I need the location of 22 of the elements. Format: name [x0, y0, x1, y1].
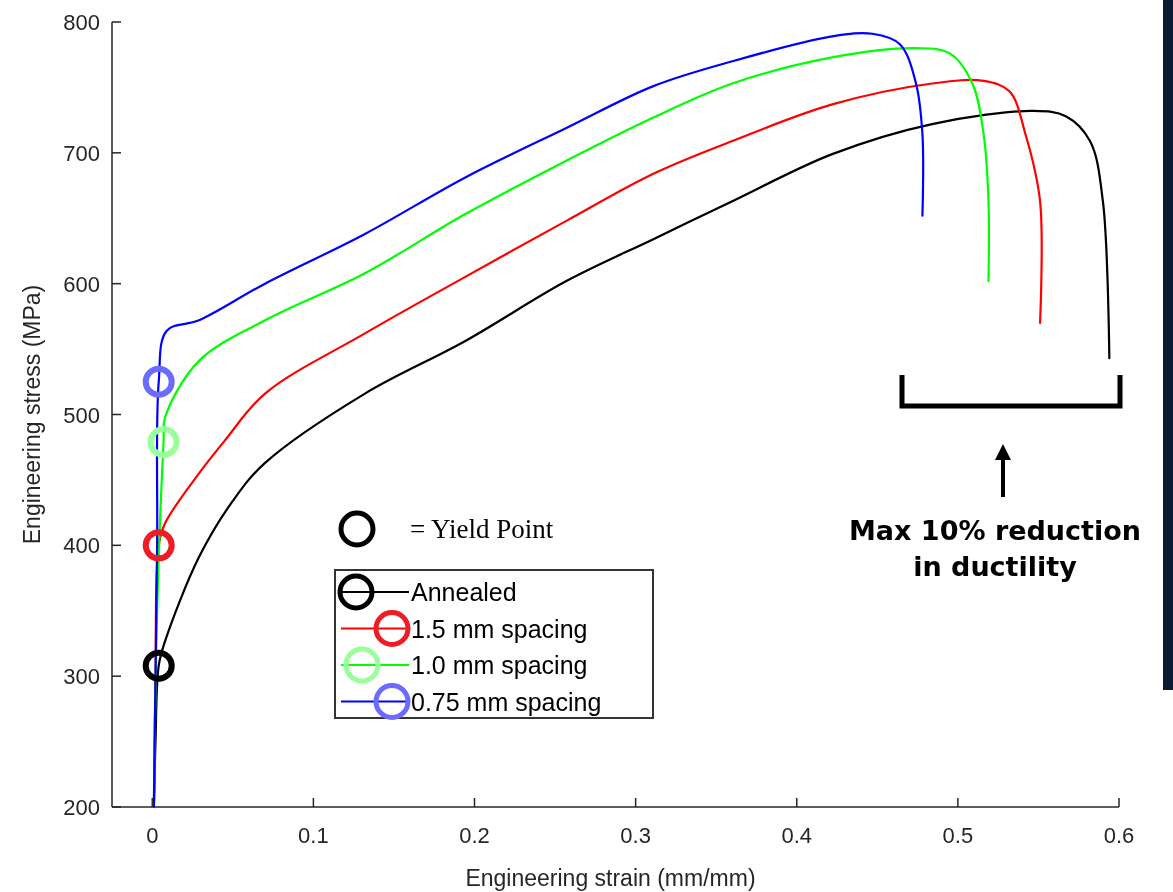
- x-tick-label: 0: [146, 823, 159, 848]
- legend-label: Annealed: [411, 578, 517, 606]
- x-tick-label: 0.5: [942, 823, 974, 848]
- legend-label: = Yield Point: [410, 514, 554, 544]
- x-tick-label: 0.6: [1103, 823, 1135, 848]
- x-tick-label: 0.4: [781, 823, 813, 848]
- legend-label: 1.0 mm spacing: [411, 651, 588, 679]
- y-tick-label: 300: [63, 664, 100, 690]
- legend-label: 0.75 mm spacing: [411, 687, 602, 716]
- y-tick-label: 700: [63, 140, 100, 166]
- x-tick-label: 0.2: [459, 823, 490, 848]
- y-tick-label: 800: [63, 10, 100, 35]
- x-tick-label: 0.3: [620, 823, 651, 848]
- legend-label: 1.5 mm spacing: [411, 614, 588, 643]
- y-tick-label: 500: [63, 402, 100, 428]
- annotation: Max 10% reduction in ductility: [848, 515, 1142, 582]
- x-tick-label: 0.1: [298, 823, 329, 848]
- y-tick-label: 600: [63, 271, 100, 297]
- y-tick-label: 200: [63, 795, 100, 820]
- y-axis-title: Engineering stress (MPa): [19, 284, 45, 545]
- y-tick-label: 400: [63, 533, 100, 559]
- x-axis-title: Engineering strain (mm/mm): [465, 865, 756, 891]
